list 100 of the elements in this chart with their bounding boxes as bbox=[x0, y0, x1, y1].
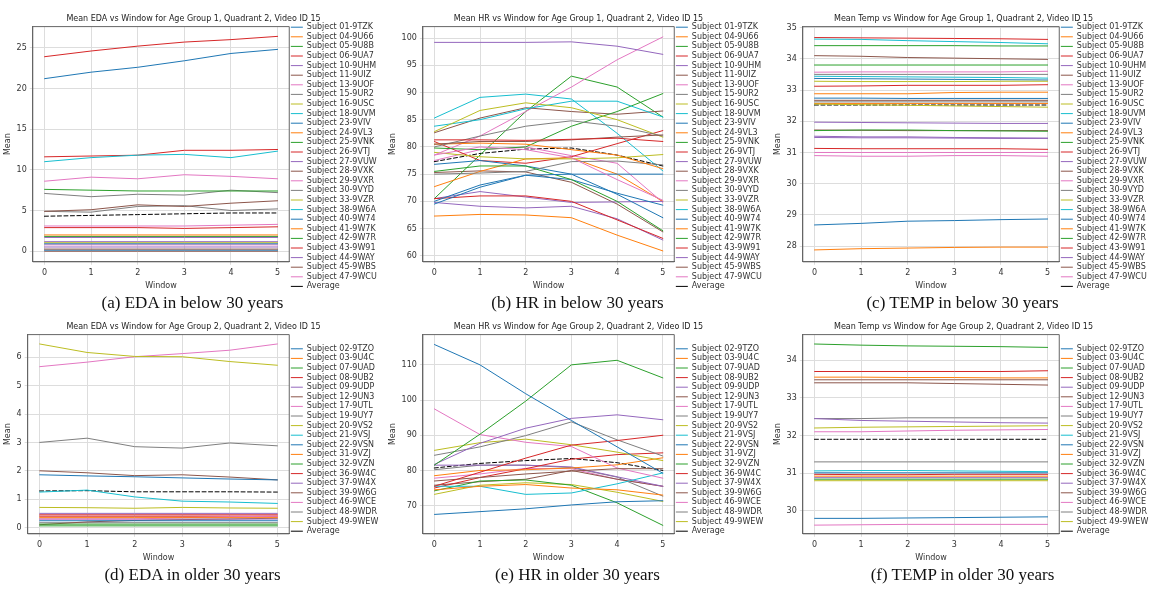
legend-label: Subject 23-9VIV bbox=[1076, 118, 1142, 128]
legend-label: Subject 32-9VZN bbox=[1076, 459, 1145, 469]
legend-label: Subject 41-9W7K bbox=[1076, 223, 1147, 233]
legend-label: Subject 19-9UY7 bbox=[306, 411, 374, 421]
legend-label: Subject 48-9WDR bbox=[691, 507, 763, 517]
legend-label: Subject 04-9U66 bbox=[1076, 31, 1144, 41]
legend-label: Subject 38-9W6A bbox=[306, 204, 377, 214]
legend-label: Subject 15-9UR2 bbox=[691, 89, 759, 99]
legend-label: Subject 08-9UB2 bbox=[306, 372, 374, 382]
legend-label: Subject 29-9VXR bbox=[691, 175, 760, 185]
legend-label: Subject 27-9VUW bbox=[1076, 156, 1147, 166]
y-tick-label: 110 bbox=[401, 359, 417, 369]
y-axis-title: Mean bbox=[772, 423, 782, 446]
x-tick-label: 2 bbox=[905, 539, 911, 549]
x-tick-label: 1 bbox=[858, 539, 864, 549]
legend-label: Subject 37-9W4X bbox=[1076, 478, 1147, 488]
legend-label: Average bbox=[1076, 526, 1110, 536]
legend-label: Subject 19-9UY7 bbox=[691, 411, 759, 421]
legend-label: Subject 17-9UTL bbox=[691, 401, 759, 411]
legend-label: Subject 43-9W91 bbox=[691, 243, 761, 253]
text: (a) EDA in below 30 years bbox=[100, 293, 285, 313]
y-axis-title: Mean bbox=[387, 133, 397, 156]
x-tick-label: 4 bbox=[227, 539, 233, 549]
y-tick-label: 3 bbox=[16, 437, 22, 447]
y-tick-label: 70 bbox=[406, 196, 417, 206]
legend-label: Subject 09-9UDP bbox=[691, 382, 760, 392]
x-tick-label: 5 bbox=[1045, 539, 1051, 549]
legend-label: Subject 36-9W4C bbox=[306, 468, 377, 478]
chart-title: Mean Temp vs Window for Age Group 2, Quadrant 2, Video ID 15 bbox=[833, 321, 1094, 331]
legend-label: Subject 21-9VSJ bbox=[691, 430, 756, 440]
legend-label: Subject 08-9UB2 bbox=[1076, 372, 1144, 382]
legend-label: Subject 13-9UOF bbox=[691, 79, 760, 89]
legend-label: Subject 36-9W4C bbox=[691, 468, 762, 478]
legend-label: Subject 13-9UOF bbox=[306, 79, 375, 89]
legend-label: Subject 03-9U4C bbox=[1076, 353, 1145, 363]
x-tick-label: 4 bbox=[998, 539, 1004, 549]
legend-label: Subject 18-9UVM bbox=[691, 108, 761, 118]
legend-label: Subject 11-9UIZ bbox=[306, 70, 372, 80]
x-tick-label: 2 bbox=[523, 267, 529, 277]
legend-label: Subject 16-9USC bbox=[306, 99, 375, 109]
y-tick-label: 15 bbox=[16, 124, 27, 134]
legend-label: Subject 45-9WBS bbox=[691, 262, 761, 272]
x-tick-label: 1 bbox=[477, 267, 483, 277]
x-tick-label: 0 bbox=[431, 267, 437, 277]
legend-label: Subject 33-9VZR bbox=[691, 195, 760, 205]
legend-label: Subject 07-9UAD bbox=[306, 363, 375, 373]
legend-label: Subject 20-9VS2 bbox=[306, 420, 374, 430]
legend-label: Subject 17-9UTL bbox=[1076, 401, 1144, 411]
x-tick-label: 5 bbox=[275, 267, 281, 277]
x-tick-label: 0 bbox=[811, 267, 817, 277]
legend-label: Subject 03-9U4C bbox=[306, 353, 375, 363]
legend-label: Subject 42-9W7R bbox=[691, 233, 762, 243]
legend-label: Subject 25-9VNK bbox=[1076, 137, 1145, 147]
x-tick-label: 3 bbox=[568, 539, 574, 549]
chart-title: Mean EDA vs Window for Age Group 2, Quadrant 2, Video ID 15 bbox=[66, 321, 321, 331]
legend-label: Subject 29-9VXR bbox=[306, 175, 375, 185]
legend-label: Subject 25-9VNK bbox=[306, 137, 375, 147]
legend-label: Subject 49-9WEW bbox=[1076, 516, 1149, 526]
legend-label: Subject 03-9U4C bbox=[691, 353, 760, 363]
legend-label: Average bbox=[691, 281, 725, 291]
y-tick-label: 70 bbox=[406, 500, 417, 510]
legend-label: Subject 22-9VSN bbox=[691, 439, 760, 449]
legend-label: Subject 45-9WBS bbox=[1076, 262, 1146, 272]
legend-label: Subject 37-9W4X bbox=[306, 478, 377, 488]
legend-label: Subject 02-9TZO bbox=[1076, 343, 1145, 353]
legend-label: Subject 25-9VNK bbox=[691, 137, 760, 147]
x-axis-title: Window bbox=[532, 553, 565, 563]
legend-label: Subject 30-9VYD bbox=[306, 185, 374, 195]
legend-label: Subject 44-9WAY bbox=[306, 252, 375, 262]
y-tick-label: 85 bbox=[406, 114, 417, 124]
legend-label: Subject 01-9TZK bbox=[306, 22, 374, 32]
legend-label: Subject 44-9WAY bbox=[691, 252, 760, 262]
legend-label: Subject 46-9WCE bbox=[1076, 497, 1147, 507]
y-tick-label: 20 bbox=[16, 83, 27, 93]
x-tick-label: 3 bbox=[951, 539, 957, 549]
text: (d) EDA in older 30 years bbox=[103, 565, 282, 585]
legend-label: Subject 40-9W74 bbox=[306, 214, 376, 224]
y-tick-label: 1 bbox=[16, 494, 22, 504]
legend-label: Subject 24-9VL3 bbox=[306, 127, 373, 137]
legend-label: Subject 13-9UOF bbox=[1076, 79, 1145, 89]
y-tick-label: 34 bbox=[786, 53, 797, 63]
legend-label: Subject 20-9VS2 bbox=[691, 420, 759, 430]
legend-label: Subject 29-9VXR bbox=[1076, 175, 1145, 185]
legend-label: Subject 21-9VSJ bbox=[306, 430, 371, 440]
legend-label: Subject 12-9UN3 bbox=[691, 391, 760, 401]
y-tick-label: 60 bbox=[406, 250, 417, 260]
legend-label: Subject 41-9W7K bbox=[306, 223, 377, 233]
y-tick-label: 90 bbox=[406, 430, 417, 440]
x-tick-label: 0 bbox=[37, 539, 43, 549]
y-tick-label: 0 bbox=[21, 246, 27, 256]
y-axis-title: Mean bbox=[387, 423, 397, 446]
y-tick-label: 5 bbox=[16, 380, 22, 390]
legend-label: Subject 08-9UB2 bbox=[691, 372, 759, 382]
legend-label: Subject 11-9UIZ bbox=[1076, 70, 1142, 80]
y-axis-title: Mean bbox=[2, 423, 12, 446]
x-tick-label: 3 bbox=[951, 267, 957, 277]
x-tick-label: 2 bbox=[905, 267, 911, 277]
legend-label: Subject 48-9WDR bbox=[1076, 507, 1148, 517]
y-tick-label: 33 bbox=[786, 392, 797, 402]
legend-label: Subject 05-9U8B bbox=[1076, 41, 1144, 51]
